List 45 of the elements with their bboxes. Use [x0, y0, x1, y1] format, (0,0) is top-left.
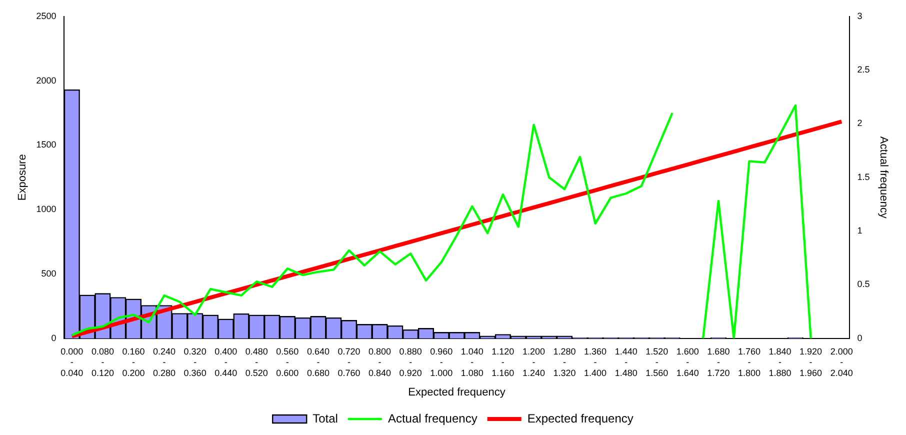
- y-tick-label: 500: [41, 268, 56, 278]
- y-axis-title: Exposure: [16, 154, 29, 201]
- x-tick-label: 1.840 - 1.880: [768, 346, 792, 378]
- x-tick-label: 1.520 - 1.560: [646, 346, 668, 378]
- y-tick-label: 2500: [36, 10, 56, 21]
- x-tick-label: 0.400 - 0.440: [214, 346, 238, 378]
- y2-tick-label: 1: [857, 226, 862, 236]
- x-tick-label: 1.360 - 1.400: [584, 346, 607, 378]
- x-tick-label: 0.480 - 0.520: [245, 346, 268, 378]
- x-tick-label: 0.640 - 0.680: [306, 346, 330, 378]
- y-tick-label: 1500: [36, 140, 56, 150]
- legend-label: Total: [312, 411, 338, 426]
- x-tick-label: 0.080 - 0.120: [91, 346, 114, 378]
- x-tick-label: 0.160 - 0.200: [122, 346, 145, 378]
- x-tick-label: 0.320 - 0.360: [184, 346, 206, 378]
- y2-tick-label: 3: [857, 10, 862, 21]
- x-tick-label: 1.680 - 1.720: [707, 346, 730, 378]
- x-tick-label: 1.760 - 1.800: [738, 346, 760, 378]
- y2-tick-label: 2.5: [857, 64, 870, 75]
- x-tick-label: 0.960 - 1.000: [430, 346, 453, 378]
- x-tick-label: 0.800 - 0.840: [368, 346, 392, 378]
- legend-label: Expected frequency: [527, 411, 634, 426]
- legend-label: Actual frequency: [388, 411, 478, 426]
- y2-tick-label: 0.5: [857, 279, 870, 290]
- x-axis-title: Expected frequency: [408, 386, 506, 398]
- x-tick-label: 0.000 - 0.040: [60, 346, 84, 378]
- x-tick-label: 1.440 - 1.480: [614, 346, 638, 378]
- y2-tick-label: 0: [857, 332, 862, 343]
- x-tick-label: 0.720 - 0.760: [338, 346, 360, 378]
- x-tick-label: 0.240 - 0.280: [153, 346, 176, 378]
- x-tick-label: 1.040 - 1.080: [460, 346, 484, 378]
- y2-tick-label: 2: [857, 118, 862, 128]
- y2-tick-label: 1.5: [857, 172, 870, 182]
- x-tick-label: 0.560 - 0.600: [276, 346, 299, 378]
- y2-axis-title: Actual frequency: [877, 136, 890, 219]
- x-tick-label: 2.000 - 2.040: [830, 346, 853, 378]
- x-tick-label: 1.280 - 1.320: [553, 346, 576, 378]
- x-tick-label: 1.120 - 1.160: [492, 346, 514, 378]
- x-tick-label: 0.880 - 0.920: [399, 346, 422, 378]
- y-tick-label: 0: [51, 332, 56, 343]
- x-tick-label: 1.920 - 1.960: [800, 346, 822, 378]
- x-tick-label: 1.200 - 1.240: [522, 346, 545, 378]
- y-tick-label: 1000: [36, 204, 56, 214]
- y-tick-label: 2000: [36, 75, 56, 86]
- x-tick-label: 1.600 - 1.640: [676, 346, 699, 378]
